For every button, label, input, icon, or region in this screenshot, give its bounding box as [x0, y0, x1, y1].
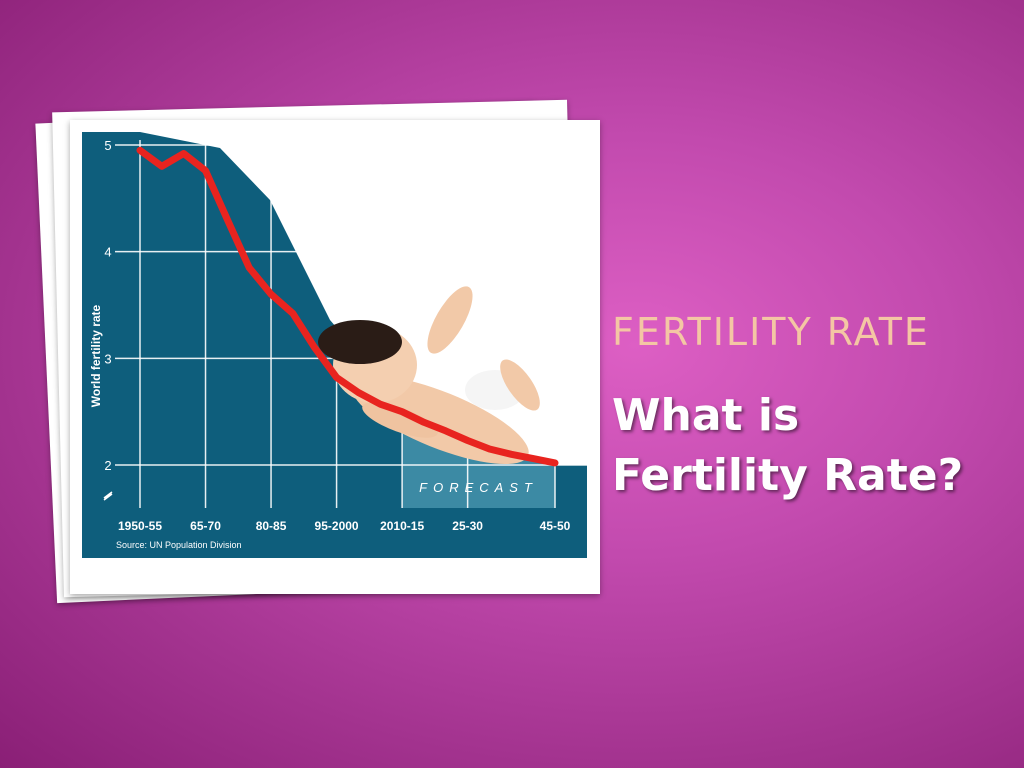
baby-arm: [362, 402, 438, 438]
axis-break-mark: [103, 491, 113, 501]
x-tick-label: 45-50: [540, 519, 571, 533]
slide-subtitle: FERTILITY RATE: [612, 310, 930, 354]
y-tick-label: 5: [104, 138, 111, 153]
forecast-label: FORECAST: [419, 480, 538, 495]
slide-title-line-2: Fertility Rate?: [612, 450, 964, 501]
baby-leg: [427, 286, 473, 354]
x-tick-label: 25-30: [452, 519, 483, 533]
y-axis-ticks: 5 4 3 2: [104, 138, 111, 473]
x-axis-band: [82, 508, 587, 558]
x-axis-ticks: 1950-55 65-70 80-85 95-2000 2010-15 25-30 45-5…: [118, 519, 571, 533]
series-line-fertility: [136, 146, 559, 467]
x-tick-label: 2010-15: [380, 519, 424, 533]
source-note: Source: UN Population Division: [116, 540, 242, 550]
y-axis-label: World fertility rate: [89, 304, 103, 407]
slide-title: What is Fertility Rate?: [612, 386, 1012, 506]
baby-hair: [318, 320, 402, 364]
y-tick-label: 2: [104, 458, 111, 473]
baby-image: [318, 286, 540, 465]
slide-title-line-1: What is: [612, 390, 800, 441]
y-tick-label: 3: [104, 351, 111, 366]
fertility-chart: FORECAST 5 4 3 2 1950-55 65-70 80-85 95-2000 20…: [82, 132, 587, 558]
x-tick-label: 1950-55: [118, 519, 162, 533]
y-tick-label: 4: [104, 245, 111, 260]
x-tick-label: 95-2000: [315, 519, 359, 533]
x-tick-label: 65-70: [190, 519, 221, 533]
x-tick-label: 80-85: [256, 519, 287, 533]
baby-leg-2: [500, 359, 540, 411]
